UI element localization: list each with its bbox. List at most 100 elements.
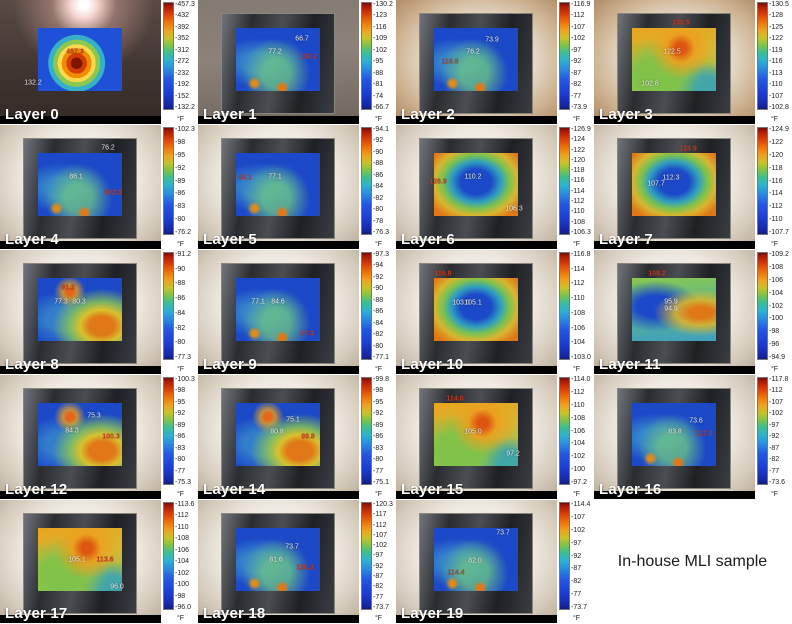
scale-tick: 80 xyxy=(175,216,195,223)
scale-tick: 102.8 xyxy=(769,104,789,111)
scale-tick: 73.6 xyxy=(769,479,788,486)
temperature-scale: 114.0 112 110 108 106 104 102 100 97.2 °F xyxy=(557,375,593,499)
scale-tick: 109.2 xyxy=(769,251,789,258)
scale-tick: 102 xyxy=(175,570,194,577)
scale-tick: 118 xyxy=(769,165,789,172)
scale-tick: 77 xyxy=(175,468,195,475)
scale-tick: 312 xyxy=(175,47,195,54)
scale-tick: 124 xyxy=(571,136,591,143)
layer-cell: Layer 0 457.3 132.2 457.3 432 392 352 312 272 2… xyxy=(0,0,198,125)
thermal-overlay xyxy=(434,28,518,91)
temp-annotation: 66.7 xyxy=(295,35,309,43)
temperature-scale: 102.3 98 95 92 89 86 83 80 76.2 °F xyxy=(161,125,197,249)
layer-cell: Layer 4 76.2 88.1 102.3 102.3 98 95 92 89 86 83 8… xyxy=(0,125,198,250)
thermal-photo: Layer 9 77.1 84.6 97.3 xyxy=(198,250,359,374)
layer-cell: Layer 12 75.3 84.3 100.3 100.3 98 95 92 89 86 83… xyxy=(0,375,198,500)
scale-tick: 76.2 xyxy=(175,229,195,236)
scale-tick: 98 xyxy=(175,593,194,600)
scale-tick: 84 xyxy=(373,320,389,327)
temp-annotation: 102.8 xyxy=(641,80,659,88)
temperature-scale: 124.9 122 120 118 116 114 112 110 107.7 °F xyxy=(755,125,791,249)
thermal-photo: Layer 4 76.2 88.1 102.3 xyxy=(0,125,161,249)
scale-ticks: 97.3 94 92 90 88 86 84 82 80 77.1 xyxy=(373,251,389,361)
colorbar-gradient xyxy=(361,377,372,485)
scale-tick: 66.7 xyxy=(373,104,393,111)
scale-tick: 77 xyxy=(373,468,389,475)
temp-annotation: 112.3 xyxy=(662,174,680,182)
thermal-photo: Layer 0 457.3 132.2 xyxy=(0,0,161,124)
thermal-overlay xyxy=(236,28,320,91)
scale-tick: 86 xyxy=(373,308,389,315)
temp-annotation-max: 126.9 xyxy=(429,178,447,186)
scale-ticks: 120.3 117 112 107 102 97 92 87 82 77 73.7 xyxy=(373,501,393,611)
scale-tick: 77 xyxy=(571,591,590,598)
thermal-photo: Layer 16 73.6 83.8 117.8 xyxy=(594,375,755,499)
temp-annotation-max: 130.5 xyxy=(672,19,690,27)
layer-cell: Layer 3 130.5 122.5 102.8 130.5 128 125 122 11… xyxy=(594,0,792,125)
unit-label: °F xyxy=(375,615,383,622)
thermal-overlay xyxy=(434,403,518,466)
scale-ticks: 91.2 90 88 86 84 82 80 77.3 xyxy=(175,251,191,361)
temp-annotation: 132.2 xyxy=(24,79,42,87)
thermal-photo: Layer 18 73.7 81.6 120.3 xyxy=(198,500,359,623)
scale-ticks: 102.3 98 95 92 89 86 83 80 76.2 xyxy=(175,126,195,236)
scale-tick: 457.3 xyxy=(175,1,195,8)
scale-tick: 116.8 xyxy=(571,251,591,258)
temperature-scale: 100.3 98 95 92 89 86 83 80 77 75.3 °F xyxy=(161,375,197,499)
thermal-overlay xyxy=(434,528,518,591)
unit-label: °F xyxy=(177,241,185,248)
temp-annotation: 73.9 xyxy=(485,36,499,44)
scale-tick: 92 xyxy=(175,165,195,172)
scale-tick: 73.9 xyxy=(571,104,590,111)
scale-tick: 102.3 xyxy=(175,126,195,133)
temp-annotation: 95.9 xyxy=(664,298,678,306)
scale-tick: 122 xyxy=(571,147,591,154)
thermal-overlay xyxy=(632,28,716,91)
scale-tick: 103.0 xyxy=(571,354,591,361)
scale-tick: 86 xyxy=(175,433,195,440)
unit-label: °F xyxy=(771,241,779,248)
scale-tick: 87 xyxy=(373,573,393,580)
scale-tick: 100 xyxy=(175,581,194,588)
scale-tick: 90 xyxy=(175,266,191,273)
colorbar-gradient xyxy=(361,252,372,360)
scale-tick: 95 xyxy=(373,58,393,65)
scale-tick: 108 xyxy=(769,264,789,271)
scale-tick: 132.2 xyxy=(175,104,195,111)
scale-tick: 100 xyxy=(571,466,590,473)
colorbar-gradient xyxy=(757,2,768,110)
scale-tick: 97 xyxy=(373,552,393,559)
layer-cell: Layer 14 75.180.899.8 99.898959289868380… xyxy=(198,375,396,500)
scale-tick: 130.5 xyxy=(769,1,789,8)
scale-tick: 114.0 xyxy=(571,376,590,383)
temp-annotation: 82.0 xyxy=(468,557,482,565)
scale-tick: 124.9 xyxy=(769,126,789,133)
scale-tick: 106 xyxy=(571,325,591,332)
colorbar-gradient xyxy=(757,127,768,235)
scale-tick: 107 xyxy=(769,399,788,406)
scale-tick: 82 xyxy=(373,331,389,338)
temp-annotation: 84.3 xyxy=(65,427,79,435)
layer-label: Layer 4 xyxy=(5,231,59,248)
unit-label: °F xyxy=(375,366,383,373)
temp-annotation: 77.1 xyxy=(251,298,265,306)
scale-tick: 88 xyxy=(373,160,389,167)
scale-tick: 112 xyxy=(571,280,591,287)
colorbar-gradient xyxy=(163,127,174,235)
temp-annotation-max: 99.8 xyxy=(301,433,315,441)
scale-tick: 125 xyxy=(769,24,789,31)
scale-tick: 98 xyxy=(373,387,389,394)
scale-tick: 107 xyxy=(571,514,590,521)
scale-tick: 112 xyxy=(373,522,393,529)
thermal-photo: Layer 8 91.2 77.3 80.3 xyxy=(0,250,161,374)
temp-annotation-max: 100.3 xyxy=(102,433,120,441)
unit-label: °F xyxy=(771,366,779,373)
thermal-photo: Layer 10 116.8 103.0 105.1 xyxy=(396,250,557,374)
scale-tick: 92 xyxy=(373,137,389,144)
scale-ticks: 109.2 108 106 104 102 100 98 96 94.9 xyxy=(769,251,789,361)
scale-ticks: 126.9 124 122 120 118 116 114 112 110 108 106.3 xyxy=(571,126,591,236)
scale-tick: 98 xyxy=(175,387,195,394)
scale-tick: 83 xyxy=(175,445,195,452)
